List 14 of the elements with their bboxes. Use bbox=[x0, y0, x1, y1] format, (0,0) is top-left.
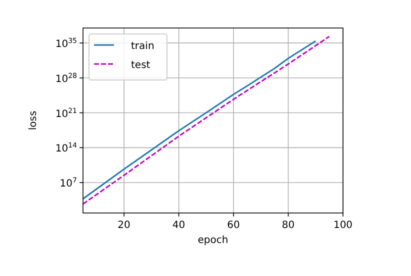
x-tick-label: 100 bbox=[333, 220, 353, 231]
x-axis-title: epoch bbox=[198, 235, 228, 246]
y-tick-label: 10$^{14}$ bbox=[55, 142, 78, 155]
y-tick-label: 10$^{21}$ bbox=[55, 106, 77, 120]
y-tick-label: 10$^{28}$ bbox=[55, 72, 77, 85]
legend-label: test bbox=[131, 60, 150, 71]
y-tick-label: 10$^{35}$ bbox=[55, 36, 77, 50]
legend-label: train bbox=[131, 41, 154, 52]
x-tick-label: 60 bbox=[227, 220, 240, 231]
x-tick-label: 20 bbox=[118, 220, 130, 231]
x-tick-label: 80 bbox=[282, 220, 295, 231]
x-tick-label: 40 bbox=[172, 220, 186, 231]
y-tick-label: 10$^{7}$ bbox=[60, 176, 77, 190]
y-axis-title: loss bbox=[28, 110, 39, 130]
